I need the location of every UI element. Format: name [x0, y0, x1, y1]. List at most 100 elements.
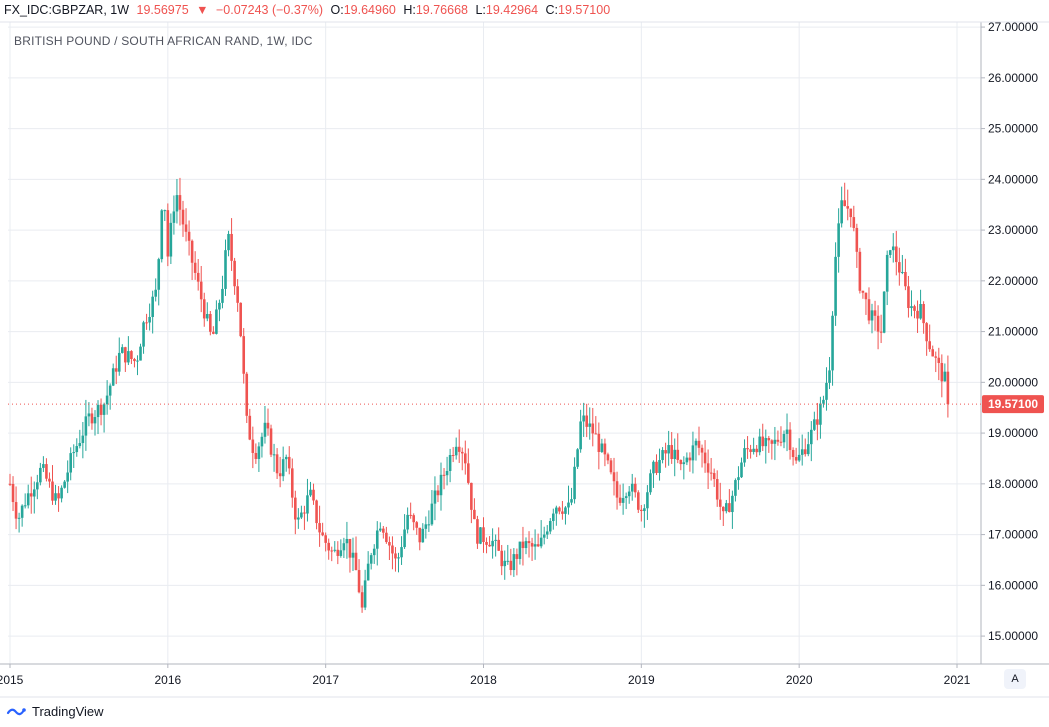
- candle-body: [23, 505, 27, 507]
- candle-body: [29, 493, 33, 497]
- y-tick-label: 20.00000: [988, 375, 1038, 389]
- candle-body: [451, 455, 455, 457]
- candle-body: [333, 549, 337, 551]
- candle-body: [573, 466, 576, 500]
- candle-body: [770, 440, 774, 444]
- auto-scale-button[interactable]: A: [1004, 669, 1026, 689]
- candle-body: [831, 315, 834, 371]
- candle-body: [673, 449, 677, 460]
- candle-body: [725, 503, 728, 512]
- candle-body: [66, 472, 69, 482]
- x-tick-label: 2021: [944, 673, 971, 687]
- candle-body: [78, 443, 82, 447]
- candle-body: [803, 449, 807, 455]
- candle-body: [800, 449, 804, 455]
- candle-body: [424, 524, 428, 529]
- candle-body: [81, 435, 85, 444]
- candle-body: [90, 413, 94, 424]
- candle-body: [342, 543, 346, 551]
- candle-body: [485, 541, 488, 545]
- candle-body: [585, 415, 588, 427]
- candle-body: [697, 440, 701, 448]
- candle-body: [561, 511, 564, 514]
- y-tick-label: 18.00000: [988, 477, 1038, 491]
- candle-body: [594, 433, 598, 435]
- candle-body: [509, 560, 513, 571]
- candle-body: [236, 286, 239, 303]
- candle-body: [588, 423, 592, 427]
- candle-body: [303, 512, 306, 514]
- candle-body: [145, 322, 148, 324]
- candle-body: [205, 313, 209, 319]
- candle-body: [93, 417, 97, 424]
- candle-body: [536, 544, 540, 547]
- candle-body: [712, 473, 716, 480]
- candle-body: [412, 515, 415, 523]
- candle-body: [454, 446, 458, 456]
- candle-body: [130, 351, 133, 360]
- candle-body: [776, 439, 780, 442]
- candle-body: [11, 484, 15, 503]
- candle-body: [539, 537, 543, 547]
- candle-body: [297, 517, 300, 520]
- candle-body: [8, 483, 12, 485]
- candle-body: [348, 538, 352, 558]
- candle-body: [624, 496, 628, 499]
- candle-body: [916, 310, 919, 319]
- candle-body: [925, 323, 928, 342]
- candle-body: [518, 541, 522, 559]
- candle-body: [360, 592, 364, 608]
- candle-body: [427, 524, 431, 526]
- candle-body: [42, 464, 45, 468]
- candle-body: [269, 428, 273, 455]
- candle-body: [749, 449, 752, 452]
- candle-body: [603, 443, 607, 455]
- candle-body: [415, 522, 419, 528]
- candle-body: [421, 528, 425, 543]
- candle-body: [873, 310, 877, 316]
- candle-body: [615, 481, 619, 498]
- brand-label: TradingView: [32, 704, 104, 719]
- candle-body: [318, 523, 321, 533]
- candle-body: [142, 322, 145, 347]
- candle-body: [500, 550, 504, 567]
- candle-body: [290, 468, 294, 498]
- candle-body: [294, 497, 297, 520]
- candle-body: [363, 580, 367, 608]
- candle-body: [406, 514, 409, 530]
- candle-body: [111, 368, 115, 386]
- candle-body: [372, 548, 376, 556]
- candle-body: [160, 210, 164, 260]
- candle-body: [934, 356, 938, 358]
- symbol-label[interactable]: FX_IDC:GBPZAR, 1W: [4, 3, 130, 17]
- candle-body: [202, 299, 206, 319]
- candle-body: [533, 544, 537, 547]
- y-tick-label: 22.00000: [988, 274, 1038, 288]
- candle-body: [476, 519, 479, 544]
- low-label: L:: [475, 3, 486, 17]
- candle-body: [430, 503, 434, 525]
- candle-body: [51, 481, 54, 501]
- candle-body: [467, 463, 470, 483]
- candle-body: [946, 371, 950, 405]
- candle-body: [664, 450, 667, 454]
- x-tick-label: 2017: [312, 673, 339, 687]
- candle-body: [879, 331, 883, 333]
- candle-body: [870, 310, 874, 321]
- candle-body: [369, 555, 373, 564]
- candle-body: [813, 419, 816, 430]
- candle-body: [548, 521, 552, 532]
- candle-body: [907, 286, 910, 309]
- symbol-header: FX_IDC:GBPZAR, 1W 19.56975 ▼ −0.07243 (−…: [4, 3, 614, 21]
- candle-body: [379, 528, 382, 531]
- tradingview-brand[interactable]: TradingView: [6, 704, 104, 719]
- candle-body: [139, 346, 142, 361]
- candle-body: [904, 271, 907, 287]
- candle-body: [825, 382, 828, 400]
- candle-body: [315, 500, 318, 524]
- candle-body: [321, 532, 324, 536]
- y-tick-label: 15.00000: [988, 629, 1038, 643]
- candle-body: [494, 539, 497, 541]
- last-price-badge: [982, 395, 1044, 414]
